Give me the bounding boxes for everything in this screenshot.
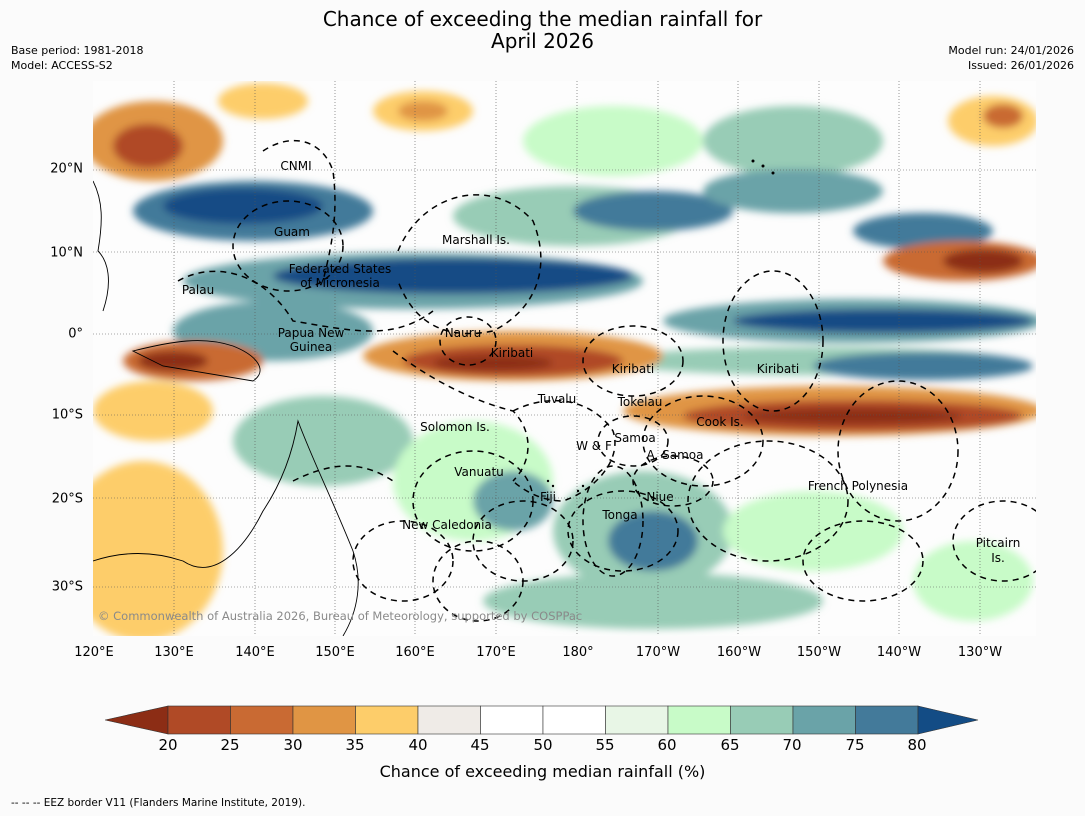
colorbar-arrow-high [917,705,979,735]
lat-label-20s: 20°S [51,491,83,507]
lon-label-140e: 140°E [235,645,275,660]
colorbar-swatch [667,705,731,735]
colorbar-tick-75: 75 [845,736,865,754]
region-label-nauru: Nauru [444,326,482,340]
region-label-kiribati-east: Kiribati [756,362,800,376]
region-label-asamoa: A. Samoa [646,448,704,462]
lon-label-170e: 170°E [476,645,516,660]
region-label-fsm-1: Federated States [288,262,392,276]
title-line-1: Chance of exceeding the median rainfall … [322,7,763,31]
lat-label-10n: 10°N [50,245,83,261]
region-label-kiribati-central: Kiribati [611,362,655,376]
region-label-samoa: Samoa [614,431,656,445]
region-label-french-polynesia: French Polynesia [807,479,909,493]
lon-label-160e: 160°E [395,645,435,660]
colorbar-arrow-low [105,705,169,735]
colorbar-swatch [230,705,294,735]
region-label-solomon: Solomon Is. [420,420,490,434]
region-label-tonga: Tonga [602,508,638,522]
region-label-cnmi: CNMI [280,159,312,173]
eez-borders [177,140,1036,622]
colorbar-swatch [292,705,356,735]
lon-label-160w: 160°W [716,645,762,660]
lat-label-20n: 20°N [50,161,83,177]
lat-label-0: 0° [68,326,83,342]
colorbar-tick-40: 40 [408,736,428,754]
colorbar-swatch [542,705,606,735]
colorbar-tick-65: 65 [720,736,740,754]
colorbar-swatch [355,705,419,735]
copyright-notice: © Commonwealth of Australia 2026, Bureau… [98,609,583,623]
lat-label-30s: 30°S [51,579,83,595]
colorbar-swatch [480,705,544,735]
region-label-pitcairn-1: Pitcairn [975,536,1021,550]
region-label-fsm-2: of Micronesia [300,276,380,290]
region-label-fiji: Fiji [539,490,557,504]
colorbar-tick-30: 30 [283,736,303,754]
region-label-guam: Guam [274,225,310,239]
colorbar-swatch [167,705,231,735]
meta-left: Base period: 1981-2018 Model: ACCESS-S2 [11,43,143,73]
lon-label-130w: 130°W [957,645,1003,660]
colorbar-swatch [855,705,919,735]
lon-label-180: 180° [562,645,594,660]
colorbar-tick-70: 70 [782,736,802,754]
region-label-cook: Cook Is. [696,415,744,429]
colorbar-swatch [792,705,856,735]
rainfall-map [93,81,1036,636]
region-label-marshall: Marshall Is. [442,233,510,247]
lon-label-130e: 130°E [154,645,194,660]
region-label-niue: Niue [646,490,674,504]
region-label-new-caledonia: New Caledonia [402,518,492,532]
lon-label-140w: 140°W [876,645,922,660]
colorbar-swatch [417,705,481,735]
region-label-png-1: Papua New [277,326,345,340]
colorbar-title: Chance of exceeding median rainfall (%) [379,762,706,781]
colorbar-tick-45: 45 [470,736,490,754]
colorbar-tick-35: 35 [345,736,365,754]
region-label-wf: W & F [576,439,612,453]
colorbar-swatch [605,705,669,735]
region-label-tuvalu: Tuvalu [537,392,577,406]
colorbar-swatch [730,705,794,735]
base-period: Base period: 1981-2018 [11,44,144,57]
region-label-pitcairn-2: Is. [991,551,1005,565]
map-svg [93,81,1036,636]
chart-title: Chance of exceeding the median rainfall … [0,8,1085,52]
colorbar-tick-55: 55 [595,736,615,754]
colorbar-tick-50: 50 [533,736,553,754]
meta-right: Model run: 24/01/2026 Issued: 26/01/2026 [948,43,1074,73]
issued-date: Issued: 26/01/2026 [967,59,1074,72]
title-line-2: April 2026 [491,29,594,53]
lon-label-120e: 120°E [74,645,114,660]
colorbar [105,705,979,735]
islands [546,159,775,493]
rainfall-fields [93,83,1036,636]
colorbar-tick-80: 80 [907,736,927,754]
eez-footnote: -- -- -- EEZ border V11 (Flanders Marine… [11,797,306,809]
region-label-vanuatu: Vanuatu [454,465,504,479]
model-name: Model: ACCESS-S2 [11,59,113,72]
colorbar-tick-60: 60 [657,736,677,754]
lon-label-170w: 170°W [635,645,681,660]
lat-label-10s: 10°S [51,407,83,423]
region-label-palau: Palau [181,283,215,297]
lon-label-150e: 150°E [315,645,355,660]
model-run: Model run: 24/01/2026 [948,44,1074,57]
graticule [93,81,1036,636]
region-label-tokelau: Tokelau [617,395,663,409]
colorbar-tick-20: 20 [158,736,178,754]
region-label-png-2: Guinea [289,340,333,354]
lon-label-150w: 150°W [796,645,842,660]
colorbar-tick-25: 25 [220,736,240,754]
region-label-kiribati-west: Kiribati [490,346,534,360]
